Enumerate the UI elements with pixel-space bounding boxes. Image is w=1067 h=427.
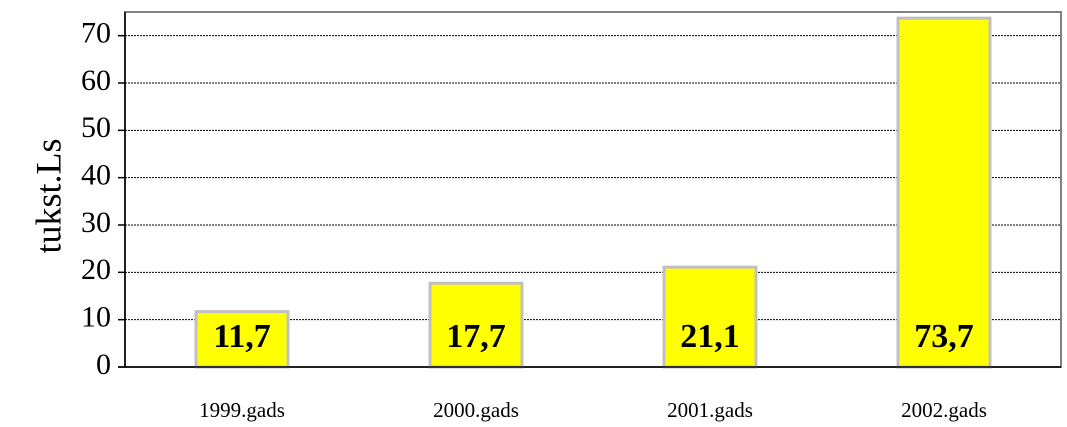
y-tick-label: 0 [96,348,111,381]
x-category-label: 2002.gads [901,398,987,422]
bar [428,281,524,369]
bar [896,16,992,369]
x-category-label: 2001.gads [667,398,753,422]
bar [662,265,758,369]
y-tick-label: 30 [81,206,111,239]
bar [194,310,290,369]
data-label: 21,1 [680,318,740,355]
data-label: 17,7 [446,318,506,355]
y-axis-label: tukst.Ls [28,138,68,253]
y-tick-label: 40 [81,159,111,192]
x-category-label: 2000.gads [433,398,519,422]
x-category-label: 1999.gads [199,398,285,422]
y-tick-label: 50 [81,111,111,144]
y-tick-label: 60 [81,64,111,97]
y-tick-label: 20 [81,253,111,286]
data-label: 73,7 [914,318,974,355]
y-tick-label: 70 [81,17,111,50]
data-label: 11,7 [213,318,271,355]
data-labels: 11,7 17,7 21,1 73,7 [213,318,974,355]
bars [194,16,992,369]
y-tick-label: 10 [81,301,111,334]
y-axis-ticks: 0 10 20 30 40 50 60 70 [81,17,125,381]
x-axis-categories: 1999.gads 2000.gads 2001.gads 2002.gads [199,398,987,422]
